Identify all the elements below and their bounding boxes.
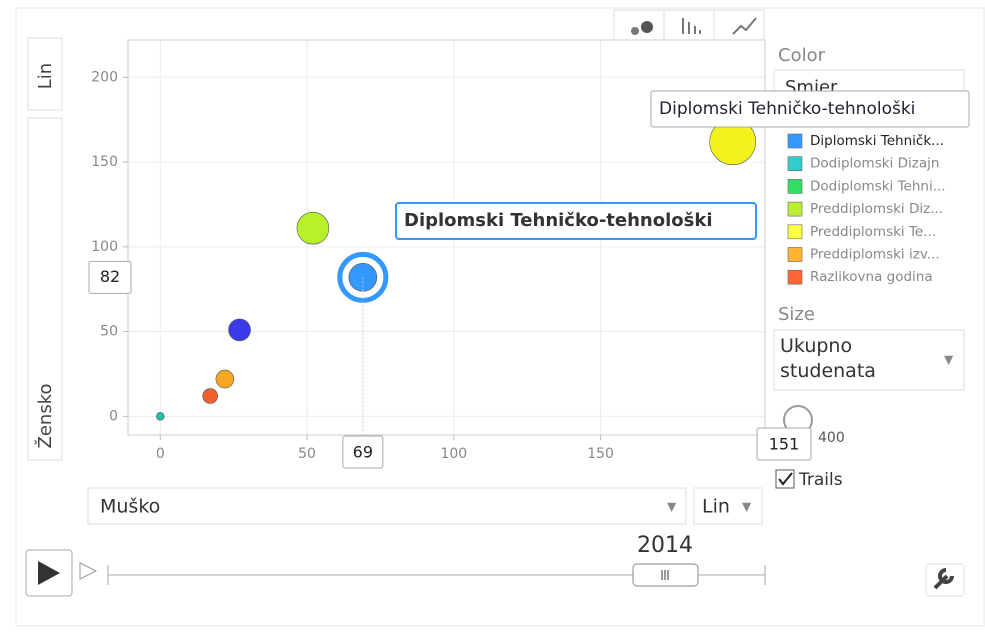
legend-label: Preddiplomski izv... bbox=[810, 247, 940, 263]
bubble-tab[interactable] bbox=[613, 9, 665, 41]
line-tab[interactable] bbox=[713, 9, 765, 41]
legend-swatch bbox=[787, 247, 803, 262]
y-scale: Lin bbox=[35, 63, 56, 89]
x-tick-label: 100 bbox=[440, 446, 467, 462]
legend-label: Dodiplomski Dizajn bbox=[810, 156, 939, 172]
size-title: Size bbox=[778, 304, 815, 325]
plot-area bbox=[127, 39, 766, 436]
x-tick-label: 150 bbox=[587, 446, 614, 462]
bubble-label-box bbox=[395, 202, 757, 240]
y-tick-label: 150 bbox=[91, 154, 118, 170]
legend-swatch bbox=[787, 156, 803, 171]
bubble bbox=[296, 211, 330, 245]
bubble-label: Diplomski Tehničko-tehnološki bbox=[404, 210, 713, 231]
y-value-box bbox=[88, 260, 132, 294]
y-tick-label: 50 bbox=[100, 324, 118, 340]
color-title: Color bbox=[778, 45, 826, 66]
legend-label: Razlikovna godina bbox=[810, 269, 933, 285]
legend-label: Preddiplomski Te... bbox=[810, 224, 936, 240]
legend-label: Dodiplomski Tehni... bbox=[810, 178, 946, 194]
tooltip bbox=[650, 90, 970, 128]
x-value: 69 bbox=[353, 443, 373, 462]
bubble bbox=[156, 412, 165, 421]
x-tick-label: 0 bbox=[156, 446, 165, 462]
tooltip-text: Diplomski Tehničko-tehnološki bbox=[659, 99, 915, 119]
legend-label: Diplomski Tehničk... bbox=[810, 133, 944, 149]
size-select-text: Ukupno studenata bbox=[780, 335, 876, 382]
legend-swatch bbox=[787, 269, 803, 285]
y-tick-label: 0 bbox=[109, 408, 118, 424]
bubble bbox=[215, 369, 235, 389]
arrow: ▼ bbox=[667, 500, 677, 514]
y-axis-select[interactable] bbox=[27, 117, 63, 461]
legend-swatch bbox=[787, 224, 803, 240]
size-value-box bbox=[756, 427, 812, 461]
y-tick-label: 100 bbox=[91, 239, 118, 255]
y-value: 82 bbox=[100, 267, 120, 286]
year: 2014 bbox=[637, 533, 693, 558]
size-value: 151 bbox=[769, 435, 800, 454]
highlight-ring bbox=[337, 251, 389, 303]
legend-label: Preddiplomski Diz... bbox=[810, 201, 943, 217]
legend-swatch bbox=[787, 179, 803, 194]
x-tick-label: 50 bbox=[298, 446, 316, 462]
bubble bbox=[202, 388, 218, 404]
x-scale: Lin bbox=[702, 496, 730, 518]
y-scale-select[interactable] bbox=[27, 37, 63, 111]
x-axis-label: Muško bbox=[100, 496, 160, 518]
arrow: ▼ bbox=[742, 500, 752, 514]
x-scale-select[interactable] bbox=[693, 487, 763, 525]
legend-swatch bbox=[787, 133, 803, 149]
size-select-value: Ukupno studenata bbox=[780, 335, 876, 382]
size-select[interactable] bbox=[773, 329, 965, 391]
trails-label: Trails bbox=[798, 470, 843, 490]
arrow: ▼ bbox=[944, 353, 954, 367]
x-axis-select[interactable] bbox=[87, 487, 687, 525]
size-max: 400 bbox=[818, 430, 845, 446]
y-axis-label: Žensko bbox=[34, 384, 56, 449]
x-value-box bbox=[342, 435, 384, 469]
legend-swatch bbox=[787, 201, 803, 217]
bubble bbox=[228, 318, 251, 342]
y-tick-label: 200 bbox=[91, 69, 118, 85]
